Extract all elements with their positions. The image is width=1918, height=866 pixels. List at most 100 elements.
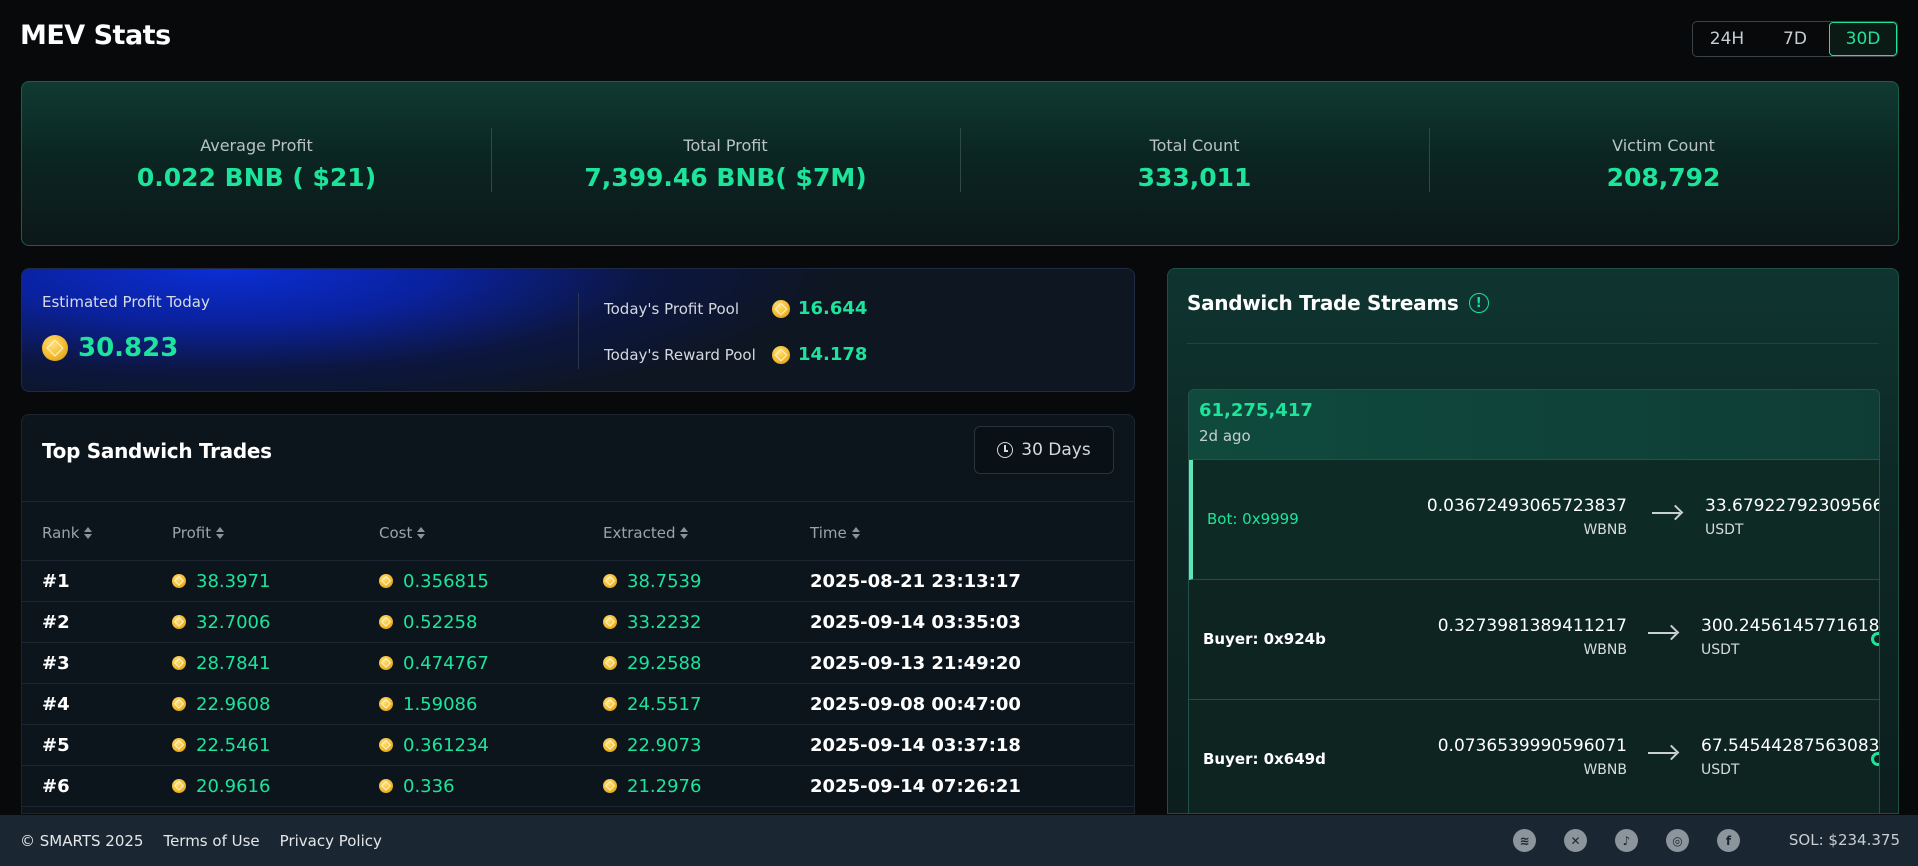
stat-label: Average Profit	[200, 135, 313, 155]
cost-value: 0.52258	[403, 611, 478, 633]
stat-value: 208,792	[1606, 162, 1721, 192]
divider	[578, 293, 579, 369]
bnb-coin-icon	[172, 656, 186, 670]
stream-actor: Bot: 0x9999	[1207, 510, 1299, 528]
tiktok-icon[interactable]: ♪	[1615, 829, 1638, 852]
stat-value: 333,011	[1137, 162, 1252, 192]
rank-cell: #1	[42, 570, 70, 592]
x-icon[interactable]: ✕	[1564, 829, 1587, 852]
stat-label: Victim Count	[1612, 135, 1715, 155]
status-dot-icon	[1871, 632, 1879, 646]
profit-cell: 20.9616	[172, 766, 270, 806]
bnb-coin-icon	[379, 779, 393, 793]
column-profit[interactable]: Profit	[172, 524, 225, 542]
divider	[1187, 343, 1879, 344]
extracted-cell: 29.2588	[603, 643, 701, 683]
trade-streams-card: Sandwich Trade Streams ! 61,275,417 2d a…	[1167, 268, 1899, 814]
column-time[interactable]: Time	[810, 524, 860, 542]
instagram-icon[interactable]: ◎	[1666, 829, 1689, 852]
stat-value: 0.022 BNB ( $21)	[136, 162, 377, 192]
range-30d-button[interactable]: 30D	[1829, 22, 1897, 56]
stream-row[interactable]: Bot: 0x9999 0.03672493065723837 WBNB 33.679…	[1189, 460, 1879, 580]
amount-out-value: 33.67922792309566	[1705, 496, 1880, 516]
profit-value: 28.7841	[196, 652, 271, 674]
privacy-link[interactable]: Privacy Policy	[279, 831, 382, 850]
period-select-button[interactable]: 30 Days	[974, 426, 1114, 474]
bnb-coin-icon	[379, 615, 393, 629]
bnb-coin-icon	[603, 574, 617, 588]
cost-cell: 1.59086	[379, 684, 477, 724]
amount-in-symbol: WBNB	[1583, 522, 1627, 538]
stat-victim-count: Victim Count 208,792	[1429, 127, 1898, 192]
amount-in: 0.0736539990596071 WBNB	[1438, 736, 1627, 778]
block-header[interactable]: 61,275,417 2d ago	[1189, 390, 1879, 460]
profit-pool-row: Today's Profit Pool 16.644	[604, 298, 867, 319]
stream-row[interactable]: Buyer: 0x924b 0.3273981389411217 WBNB 300.2…	[1189, 580, 1879, 700]
bnb-coin-icon	[603, 779, 617, 793]
column-extracted[interactable]: Extracted	[603, 524, 689, 542]
profit-value: 20.9616	[196, 775, 271, 797]
column-label: Cost	[379, 524, 413, 542]
stream-actor: Buyer: 0x924b	[1203, 630, 1326, 648]
profit-value: 22.5461	[196, 734, 271, 756]
rank-cell: #4	[42, 693, 70, 715]
sort-icon	[680, 527, 689, 539]
column-label: Rank	[42, 524, 80, 542]
info-icon[interactable]: !	[1468, 293, 1489, 313]
amount-out-symbol: USDT	[1705, 522, 1744, 538]
table-row[interactable]: #6 20.9616 0.336 21.2976 2025-09-14 07:26:21	[22, 766, 1134, 807]
reward-pool-label: Today's Reward Pool	[604, 345, 756, 364]
arrow-right-icon	[1652, 512, 1680, 514]
rank-cell: #6	[42, 775, 70, 797]
table-row[interactable]: #1 38.3971 0.356815 38.7539 2025-08-21 23:13…	[22, 561, 1134, 602]
range-7d-button[interactable]: 7D	[1783, 29, 1807, 49]
column-label: Time	[810, 524, 847, 542]
sort-icon	[851, 527, 860, 539]
table-row[interactable]: #2 32.7006 0.52258 33.2232 2025-09-14 03:35:…	[22, 602, 1134, 643]
cost-value: 0.361234	[403, 734, 489, 756]
bnb-coin-icon	[603, 738, 617, 752]
cost-cell: 0.361234	[379, 725, 489, 765]
cost-value: 1.59086	[403, 693, 478, 715]
estimated-profit-value: 30.823	[78, 333, 179, 363]
extracted-cell: 33.2232	[603, 602, 701, 642]
terms-link[interactable]: Terms of Use	[163, 831, 260, 850]
bnb-coin-icon	[42, 335, 68, 361]
stream-row[interactable]: Buyer: 0x649d 0.0736539990596071 WBNB 67.54…	[1189, 700, 1879, 813]
facebook-icon[interactable]: f	[1717, 829, 1740, 852]
time-range-selector: 24H 7D 30D	[1692, 21, 1898, 57]
stat-label: Total Count	[1149, 135, 1240, 155]
rank-cell: #2	[42, 611, 70, 633]
column-cost[interactable]: Cost	[379, 524, 426, 542]
stats-summary-card: Average Profit 0.022 BNB ( $21) Total Pr…	[21, 81, 1899, 246]
period-label: 30 Days	[1021, 440, 1091, 460]
time-cell: 2025-09-13 21:49:20	[810, 652, 1021, 674]
estimated-profit-card: Estimated Profit Today 30.823 Today's Pr…	[21, 268, 1135, 392]
bnb-coin-icon	[172, 615, 186, 629]
range-24h-button[interactable]: 24H	[1709, 29, 1745, 49]
bnb-coin-icon	[603, 656, 617, 670]
amount-out: 300.2456145771618 USDT	[1701, 616, 1879, 658]
cost-value: 0.474767	[403, 652, 489, 674]
profit-cell: 32.7006	[172, 602, 270, 642]
stat-label: Total Profit	[683, 135, 768, 155]
bnb-coin-icon	[172, 738, 186, 752]
extracted-value: 21.2976	[627, 775, 702, 797]
cost-cell: 0.52258	[379, 602, 477, 642]
cost-value: 0.356815	[403, 570, 489, 592]
table-row[interactable]: #4 22.9608 1.59086 24.5517 2025-09-08 00:47:…	[22, 684, 1134, 725]
reward-pool-value: 14.178	[798, 344, 868, 365]
amount-in: 0.3273981389411217 WBNB	[1438, 616, 1627, 658]
bnb-coin-icon	[772, 345, 790, 364]
column-rank[interactable]: Rank	[42, 524, 93, 542]
amount-out-symbol: USDT	[1701, 642, 1740, 658]
bnb-coin-icon	[603, 615, 617, 629]
column-label: Profit	[172, 524, 212, 542]
stack-icon[interactable]: ≋	[1513, 829, 1536, 852]
amount-in-symbol: WBNB	[1583, 762, 1627, 778]
table-row[interactable]: #5 22.5461 0.361234 22.9073 2025-09-14 03:37…	[22, 725, 1134, 766]
table-row[interactable]: #3 28.7841 0.474767 29.2588 2025-09-13 21:49…	[22, 643, 1134, 684]
footer: © SMARTS 2025 Terms of Use Privacy Polic…	[0, 815, 1918, 866]
amount-in-value: 0.3273981389411217	[1437, 616, 1627, 636]
clock-icon	[997, 442, 1014, 458]
